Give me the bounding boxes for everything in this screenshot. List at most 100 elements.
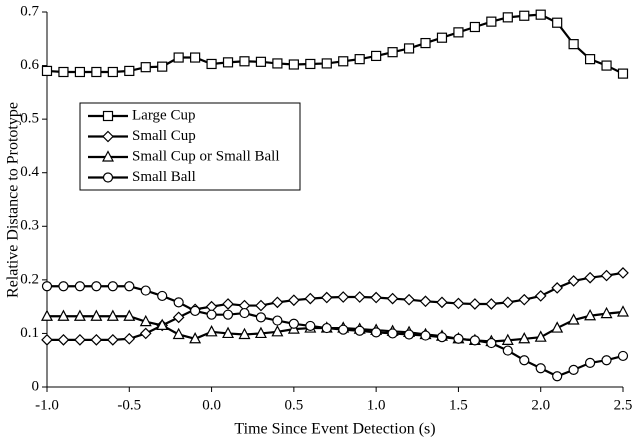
marker — [190, 305, 201, 317]
marker — [304, 292, 317, 305]
marker — [156, 318, 169, 330]
marker — [73, 309, 86, 321]
marker — [123, 309, 136, 321]
marker — [107, 66, 118, 78]
marker — [58, 281, 69, 292]
marker — [551, 282, 564, 294]
marker — [305, 58, 316, 70]
marker — [238, 327, 251, 340]
marker — [57, 309, 70, 321]
marker — [452, 297, 465, 310]
marker — [107, 281, 118, 292]
x-tick-label: -0.5 — [117, 397, 141, 413]
y-tick-label: 0.3 — [20, 218, 39, 234]
x-tick-label: 2.5 — [614, 397, 633, 413]
marker — [124, 65, 135, 77]
y-tick-label: 0.1 — [20, 325, 39, 341]
marker — [436, 32, 448, 43]
marker — [502, 345, 513, 356]
marker — [74, 334, 86, 346]
marker — [584, 357, 596, 368]
marker — [41, 334, 53, 346]
marker — [123, 332, 136, 345]
marker — [403, 293, 415, 306]
marker — [206, 309, 217, 320]
marker — [157, 61, 168, 72]
marker — [288, 294, 300, 307]
y-tick-label: 0 — [32, 378, 40, 394]
marker — [90, 309, 103, 321]
series-line — [47, 285, 624, 378]
marker — [222, 57, 234, 68]
marker — [601, 60, 612, 71]
marker — [403, 43, 415, 54]
marker — [419, 295, 432, 308]
marker — [469, 21, 480, 33]
marker — [205, 325, 218, 337]
marker — [370, 291, 382, 304]
marker — [584, 271, 596, 284]
marker — [338, 324, 349, 335]
marker — [486, 16, 497, 27]
marker — [519, 355, 530, 366]
y-tick-label: 0.7 — [20, 3, 39, 19]
x-tick-label: 1.5 — [449, 397, 468, 413]
marker — [172, 327, 185, 340]
marker — [254, 326, 267, 339]
marker — [337, 291, 350, 303]
marker — [320, 291, 333, 304]
marker — [190, 52, 201, 63]
marker — [305, 320, 316, 332]
marker — [617, 68, 629, 79]
marker — [353, 291, 366, 303]
x-tick-label: 1.0 — [367, 397, 386, 413]
marker — [222, 298, 234, 310]
y-tick-label: 0.5 — [20, 111, 39, 127]
y-tick-label: 0.4 — [20, 164, 39, 180]
marker — [58, 66, 69, 78]
marker — [41, 309, 53, 321]
marker — [387, 47, 398, 58]
marker — [502, 12, 513, 23]
marker — [74, 281, 86, 292]
marker — [255, 56, 267, 67]
marker — [139, 314, 152, 327]
marker — [552, 17, 563, 28]
marker — [173, 52, 184, 63]
marker — [617, 350, 629, 362]
marker — [239, 56, 250, 67]
marker — [534, 330, 547, 342]
marker — [453, 333, 464, 344]
marker — [255, 299, 267, 312]
legend: Large Cup Small Cup Small Cup or Small Bal… — [79, 102, 301, 191]
legend-label: Small Ball — [132, 169, 196, 185]
marker — [288, 59, 299, 70]
marker — [41, 65, 53, 77]
marker — [600, 269, 613, 282]
marker — [535, 363, 546, 374]
legend-marker — [102, 150, 114, 162]
marker — [157, 290, 168, 302]
marker — [140, 62, 151, 73]
marker — [371, 327, 382, 338]
x-tick-label: 0.5 — [284, 397, 303, 413]
x-axis-label: Time Since Event Detection (s) — [234, 421, 435, 438]
marker — [139, 327, 152, 340]
marker — [501, 333, 514, 345]
marker — [124, 281, 135, 292]
marker — [551, 321, 564, 333]
legend-marker — [102, 172, 114, 183]
marker — [91, 281, 102, 292]
marker — [584, 308, 597, 321]
marker — [568, 364, 579, 375]
marker — [173, 297, 184, 308]
marker — [106, 334, 119, 346]
marker — [552, 371, 563, 382]
x-tick-label: -1.0 — [35, 397, 59, 413]
marker — [222, 309, 234, 320]
x-tick-label: 0.0 — [202, 397, 221, 413]
marker — [288, 318, 299, 329]
marker — [567, 313, 580, 325]
marker — [567, 275, 580, 287]
